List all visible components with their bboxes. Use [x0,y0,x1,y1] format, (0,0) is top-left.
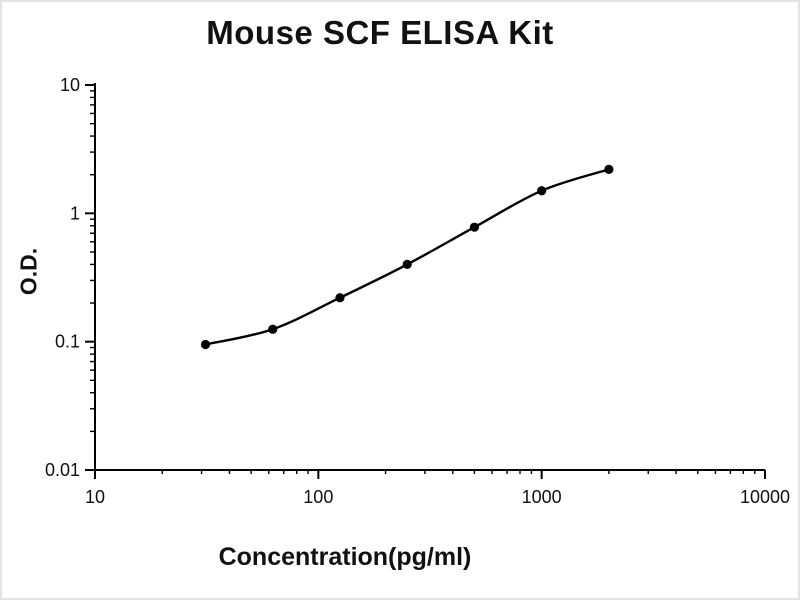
standard-curve-line [205,168,610,346]
data-point-marker [604,164,614,174]
data-point-marker [469,222,480,232]
x-tick-label: 1000 [522,487,562,507]
data-point-marker [335,293,345,303]
y-tick-label: 1 [70,203,80,223]
chart-title: Mouse SCF ELISA Kit [206,14,554,51]
data-point-marker [402,259,412,270]
x-tick-label: 10000 [740,487,790,507]
y-tick-label: 10 [60,75,80,95]
x-tick-label: 10 [85,487,105,507]
data-point-marker [268,324,278,334]
x-axis-label: Concentration(pg/ml) [218,543,472,571]
data-point-marker [537,186,547,196]
y-tick-label: 0.1 [55,332,80,352]
x-tick-label: 100 [303,487,333,507]
y-tick-label: 0.01 [45,460,80,480]
data-point-marker [200,339,211,350]
